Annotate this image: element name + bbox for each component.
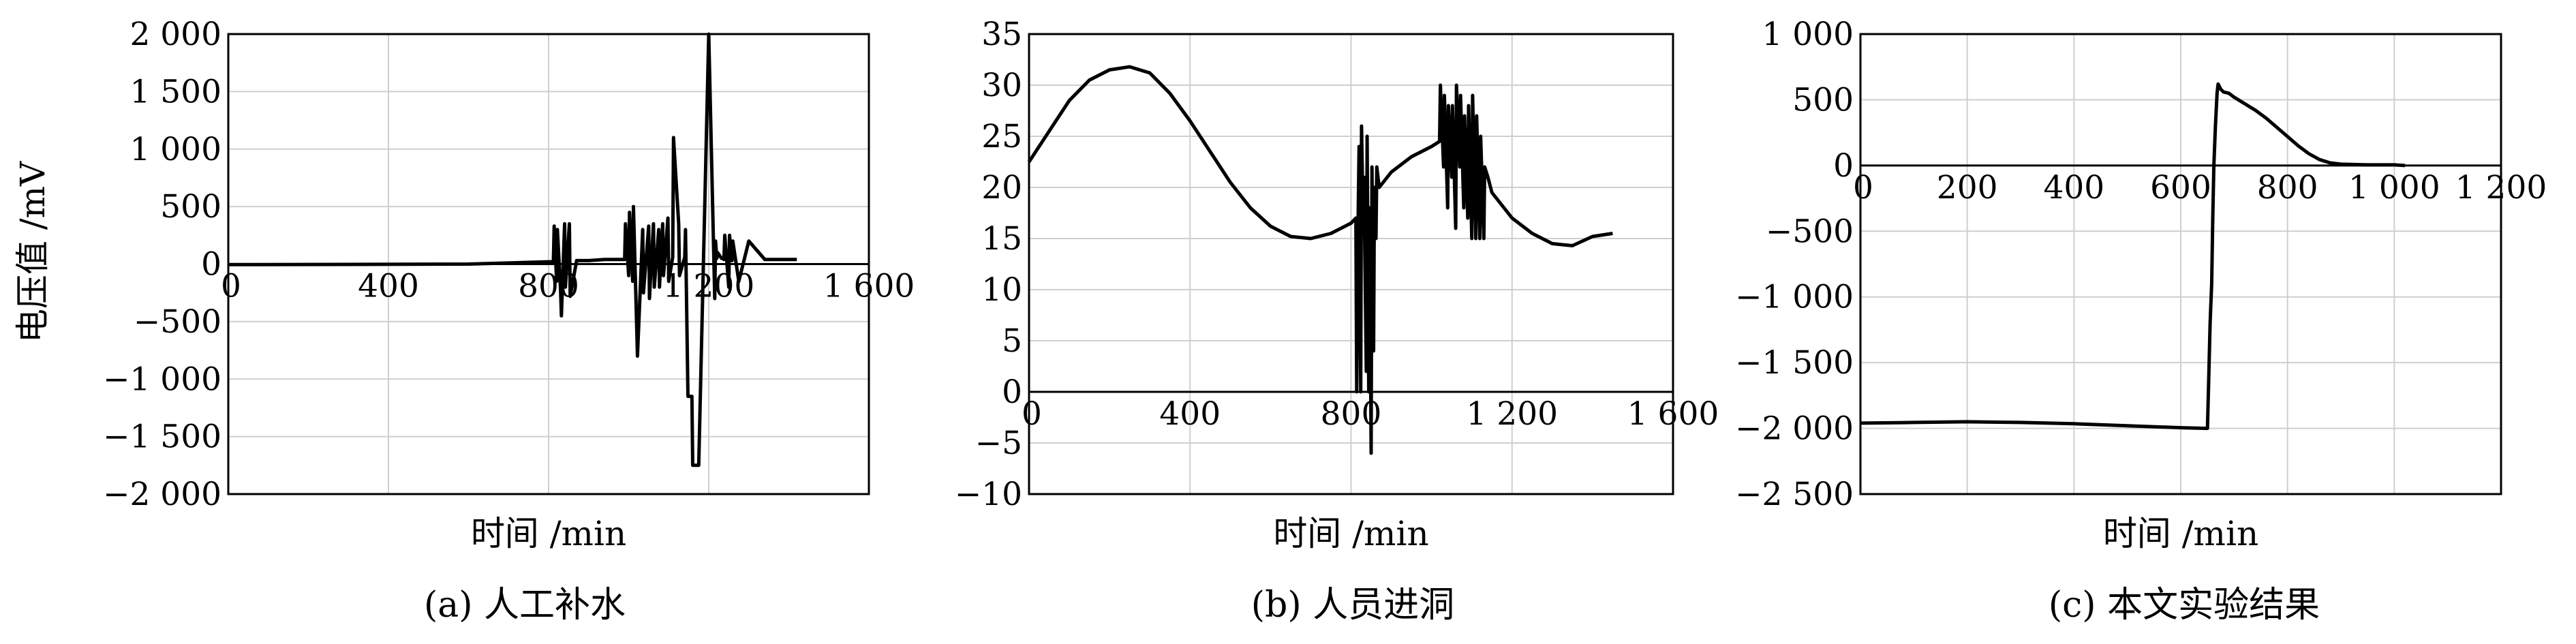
y-tick-label: 0	[1833, 147, 1854, 185]
x-tick-label: 200	[1937, 169, 1998, 206]
y-tick-label: 5	[1002, 322, 1022, 360]
y-tick-label: −1 500	[103, 418, 221, 456]
x-axis-title: 时间 /min	[1273, 514, 1428, 553]
x-tick-label: 400	[2043, 169, 2104, 206]
y-tick-label: 20	[981, 169, 1022, 206]
y-tick-label: −10	[955, 476, 1022, 513]
y-tick-label: −1 500	[1735, 344, 1854, 382]
x-tick-label: 1 600	[1627, 395, 1719, 433]
y-tick-label: 25	[981, 118, 1022, 155]
x-tick-label: 400	[358, 268, 419, 305]
y-tick-label: 2 000	[129, 16, 221, 53]
y-tick-label: 0	[1002, 373, 1022, 411]
y-tick-label: −2 000	[1735, 410, 1854, 448]
y-tick-label: 15	[981, 220, 1022, 258]
x-tick-label: 800	[2257, 169, 2318, 206]
panel-caption: (b) 人员进洞	[1251, 585, 1454, 626]
x-tick-label: 1 200	[2455, 169, 2547, 206]
y-tick-label: 35	[981, 16, 1022, 53]
series-line	[1860, 82, 2406, 431]
x-tick-label: 0	[1022, 395, 1042, 433]
plot-frame	[1859, 33, 2502, 495]
y-tick-label: 1 000	[1762, 16, 1854, 53]
y-tick-label: −1 000	[103, 361, 221, 398]
panel-caption: (c) 本文实验结果	[2049, 585, 2320, 626]
y-tick-label: 500	[1792, 81, 1854, 119]
y-tick-label: 1 500	[129, 73, 221, 110]
y-tick-label: −2 500	[1735, 476, 1854, 513]
x-tick-label: 0	[221, 268, 241, 305]
chart-panel-3: 1 000 500 0 −500 −1 000 −1 500 −2 000 −2 500 0 20…	[1735, 16, 2547, 626]
y-tick-label: −500	[1766, 213, 1854, 250]
x-axis-title: 时间 /min	[2103, 514, 2258, 553]
x-tick-label: 600	[2150, 169, 2211, 206]
y-tick-label: 500	[160, 188, 221, 226]
y-tick-label: 0	[201, 246, 221, 283]
x-tick-label: 0	[1853, 169, 1873, 206]
y-tick-label: −5	[975, 425, 1022, 462]
x-tick-label: 1 000	[2348, 169, 2440, 206]
series-line	[228, 32, 797, 467]
y-tick-label: −1 000	[1735, 279, 1854, 316]
panel-caption: (a) 人工补水	[424, 585, 626, 626]
y-tick-label: 30	[981, 67, 1022, 104]
series-line	[1027, 65, 1613, 455]
y-tick-label: −500	[134, 303, 221, 341]
x-axis-title: 时间 /min	[471, 514, 626, 553]
y-tick-label: −2 000	[103, 476, 221, 513]
plot-frame	[1028, 33, 1674, 495]
y-tick-label: 10	[981, 271, 1022, 309]
y-axis-title: 电压值 /mV	[13, 161, 52, 343]
x-tick-label: 1 600	[823, 268, 915, 305]
x-tick-label: 400	[1159, 395, 1221, 433]
x-tick-label: 1 200	[1466, 395, 1558, 433]
y-tick-label: 1 000	[129, 131, 221, 168]
